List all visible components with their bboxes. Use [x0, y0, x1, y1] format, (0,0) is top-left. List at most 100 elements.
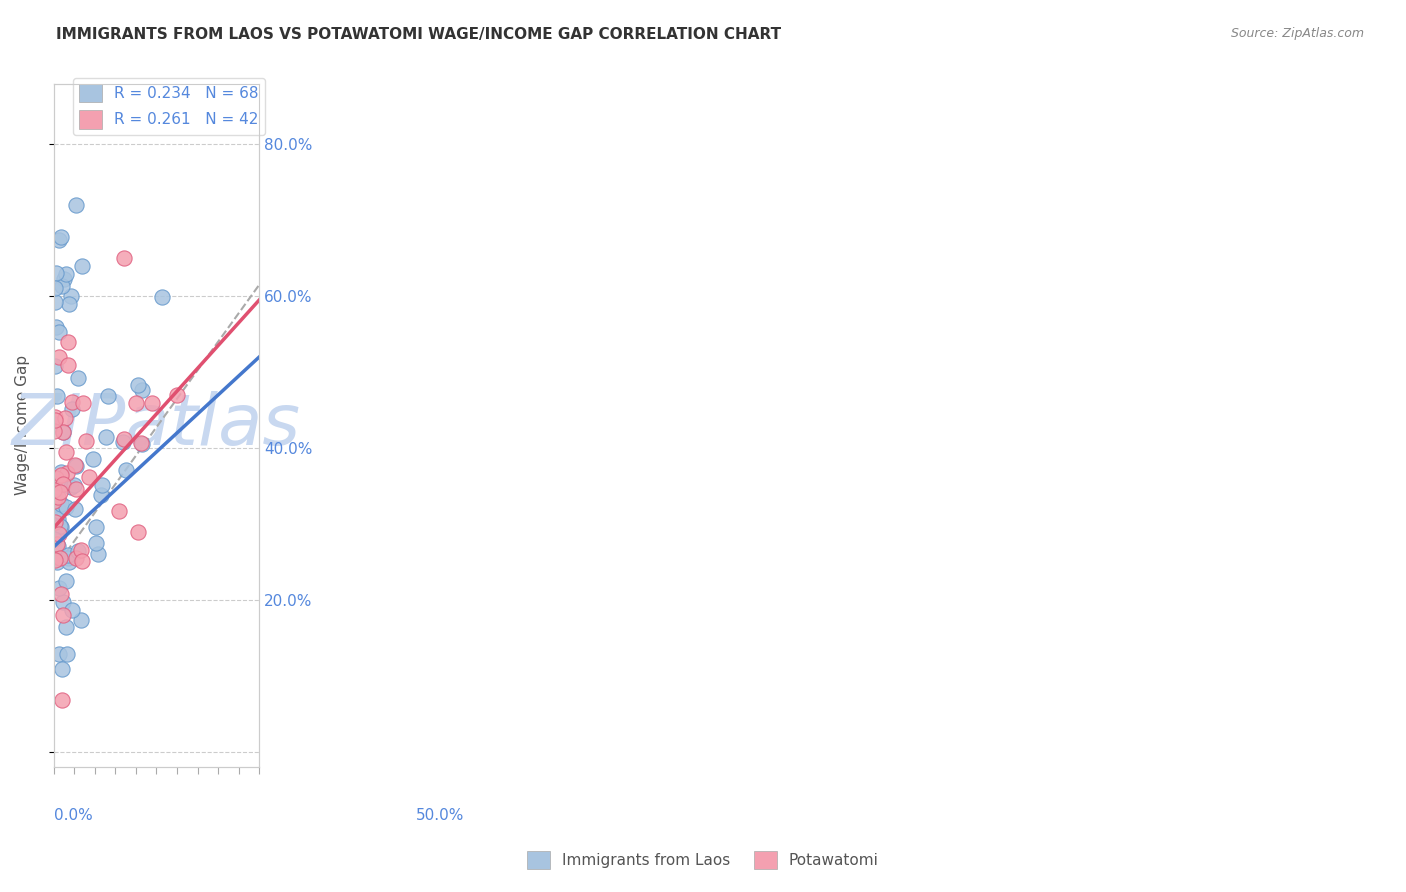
Point: [44, 294, 66, 309]
Point: [75, 434, 97, 448]
Point: [65, 198, 87, 212]
Point: [51, 692, 73, 706]
Point: [65, 458, 87, 473]
Point: [44, 410, 66, 425]
Point: [129, 436, 152, 450]
Point: [94, 430, 117, 444]
Point: [45, 537, 67, 551]
Point: [56, 334, 79, 349]
Point: [44, 483, 66, 497]
Legend: R = 0.234   N = 68, R = 0.261   N = 42: R = 0.234 N = 68, R = 0.261 N = 42: [73, 78, 264, 135]
Point: [60, 480, 83, 494]
Point: [60, 603, 83, 617]
Point: [45, 555, 67, 569]
Point: [45, 471, 67, 485]
Point: [56, 359, 79, 373]
Point: [44, 519, 66, 533]
Point: [66, 371, 89, 385]
Point: [49, 230, 72, 244]
Point: [115, 462, 138, 476]
Point: [49, 485, 72, 500]
Point: [127, 377, 149, 392]
Point: [48, 350, 70, 364]
Point: [48, 526, 70, 541]
Point: [55, 620, 77, 634]
Point: [51, 466, 73, 480]
Text: Source: ZipAtlas.com: Source: ZipAtlas.com: [1230, 27, 1364, 40]
Point: [63, 478, 86, 492]
Text: 50.0%: 50.0%: [416, 808, 465, 823]
Point: [114, 432, 136, 446]
Point: [56, 548, 79, 562]
Point: [48, 504, 70, 518]
Point: [131, 383, 153, 397]
Point: [97, 389, 120, 403]
Point: [45, 266, 67, 280]
Point: [60, 289, 83, 303]
Point: [52, 608, 75, 623]
Point: [45, 482, 67, 496]
Point: [150, 290, 173, 304]
Point: [131, 437, 153, 451]
Point: [70, 543, 93, 558]
Point: [65, 551, 87, 566]
Point: [84, 536, 107, 550]
Point: [53, 411, 76, 425]
Point: [58, 555, 80, 569]
Point: [44, 417, 66, 431]
Point: [91, 478, 114, 492]
Point: [65, 482, 87, 496]
Point: [48, 581, 70, 595]
Point: [46, 539, 69, 553]
Point: [55, 647, 77, 661]
Point: [44, 413, 66, 427]
Point: [44, 489, 66, 503]
Point: [112, 252, 135, 266]
Point: [55, 500, 77, 514]
Point: [141, 395, 163, 409]
Point: [72, 396, 94, 410]
Point: [77, 470, 100, 484]
Point: [55, 267, 77, 281]
Point: [166, 388, 188, 402]
Point: [52, 595, 75, 609]
Point: [53, 271, 76, 285]
Point: [48, 233, 70, 247]
Point: [49, 497, 72, 511]
Point: [112, 435, 135, 450]
Point: [60, 395, 83, 409]
Point: [46, 389, 69, 403]
Point: [42, 520, 65, 534]
Point: [107, 503, 129, 517]
Text: IMMIGRANTS FROM LAOS VS POTAWATOMI WAGE/INCOME GAP CORRELATION CHART: IMMIGRANTS FROM LAOS VS POTAWATOMI WAGE/…: [56, 27, 782, 42]
Point: [90, 488, 112, 502]
Point: [45, 320, 67, 334]
Legend: Immigrants from Laos, Potawatomi: Immigrants from Laos, Potawatomi: [522, 845, 884, 875]
Point: [44, 515, 66, 529]
Point: [42, 425, 65, 439]
Point: [52, 425, 75, 439]
Point: [48, 648, 70, 662]
Text: 0.0%: 0.0%: [53, 808, 93, 823]
Point: [44, 553, 66, 567]
Point: [82, 452, 104, 467]
Point: [87, 547, 110, 561]
Text: ZIPatlas: ZIPatlas: [11, 391, 301, 460]
Point: [46, 490, 69, 504]
Point: [49, 551, 72, 566]
Point: [44, 359, 66, 373]
Point: [51, 662, 73, 676]
Point: [44, 511, 66, 525]
Point: [63, 502, 86, 516]
Point: [51, 467, 73, 482]
Point: [66, 544, 89, 558]
Point: [42, 494, 65, 508]
Point: [49, 520, 72, 534]
Point: [69, 614, 91, 628]
Point: [70, 554, 93, 568]
Point: [52, 425, 75, 440]
Point: [58, 297, 80, 311]
Point: [44, 552, 66, 566]
Y-axis label: Wage/Income Gap: Wage/Income Gap: [15, 355, 30, 495]
Point: [44, 281, 66, 295]
